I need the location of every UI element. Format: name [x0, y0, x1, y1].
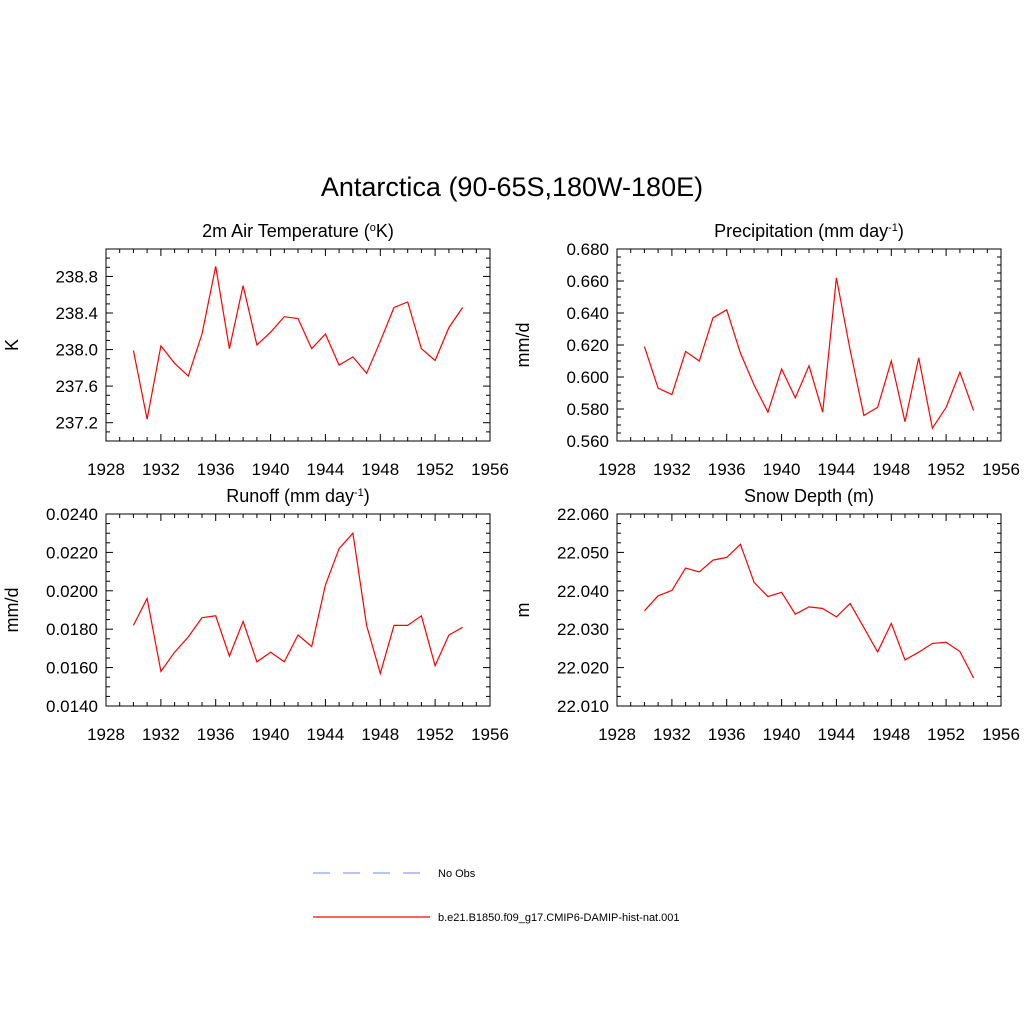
- y-tick-label: 238.8: [55, 267, 98, 286]
- y-tick-label: 22.040: [557, 582, 609, 601]
- y-axis-label: m: [513, 603, 533, 618]
- plot-frame: [105, 513, 491, 707]
- y-tick-label: 0.620: [566, 336, 609, 355]
- legend-label-1: No Obs: [438, 868, 476, 880]
- x-tick-label: 1940: [763, 725, 801, 744]
- plot-frame: [105, 248, 491, 442]
- y-tick-label: 238.0: [55, 341, 98, 360]
- series-line-1: [643, 277, 975, 430]
- legend-label-2: b.e21.B1850.f09_g17.CMIP6-DAMIP-hist-nat…: [438, 912, 680, 924]
- y-tick-label: 237.6: [55, 377, 98, 396]
- y-tick-label: 238.4: [55, 304, 98, 323]
- x-tick-label: 1948: [361, 725, 399, 744]
- x-tick-label: 1936: [197, 460, 235, 479]
- x-tick-label: 1944: [817, 725, 855, 744]
- y-tick-label: 0.0180: [46, 620, 98, 639]
- y-tick-label: 22.020: [557, 659, 609, 678]
- y-tick-label: 0.0240: [46, 505, 98, 524]
- panel-title-text: Snow Depth (m): [744, 486, 874, 506]
- x-tick-label: 1940: [252, 725, 290, 744]
- panel-title-text: ): [898, 221, 904, 241]
- x-tick-label: 1956: [982, 460, 1020, 479]
- panel-title-superscript: o: [370, 222, 376, 234]
- x-tick-label: 1948: [872, 725, 910, 744]
- y-tick-label: 0.0220: [46, 543, 98, 562]
- y-tick-label: 22.060: [557, 505, 609, 524]
- x-tick-label: 1928: [598, 725, 636, 744]
- x-tick-label: 1932: [142, 460, 180, 479]
- x-tick-label: 1952: [416, 460, 454, 479]
- x-tick-label: 1932: [653, 460, 691, 479]
- x-tick-label: 1956: [982, 725, 1020, 744]
- x-tick-label: 1956: [471, 725, 509, 744]
- x-tick-label: 1936: [197, 725, 235, 744]
- panel-title: Snow Depth (m): [744, 486, 874, 506]
- panel-title-superscript: -1: [888, 222, 898, 234]
- x-tick-label: 1952: [927, 460, 965, 479]
- y-axis-label: K: [2, 339, 22, 351]
- y-tick-label: 0.640: [566, 304, 609, 323]
- panel-title-superscript: -1: [354, 487, 364, 499]
- x-tick-label: 1928: [87, 460, 125, 479]
- x-tick-label: 1936: [708, 460, 746, 479]
- y-tick-label: 22.050: [557, 543, 609, 562]
- x-tick-label: 1928: [598, 460, 636, 479]
- x-tick-label: 1940: [252, 460, 290, 479]
- panel-title-text: 2m Air Temperature (: [202, 221, 370, 241]
- x-tick-label: 1948: [872, 460, 910, 479]
- y-tick-label: 0.660: [566, 272, 609, 291]
- y-tick-label: 0.0200: [46, 582, 98, 601]
- figure-title: Antarctica (90-65S,180W-180E): [321, 172, 703, 202]
- y-tick-label: 0.0160: [46, 659, 98, 678]
- chart-panel-1: 1928 1932 1936 1940 1944 1948 1952 1956 237.2 237…: [2, 221, 509, 479]
- y-tick-label: 0.0140: [46, 697, 98, 716]
- chart-panels: 1928 1932 1936 1940 1944 1948 1952 1956 237.2 237…: [2, 221, 1020, 744]
- y-tick-label: 0.560: [566, 432, 609, 451]
- x-tick-label: 1948: [361, 460, 399, 479]
- series-line-1: [132, 266, 464, 420]
- series-line-1: [643, 543, 975, 679]
- y-axis-label: mm/d: [2, 588, 22, 633]
- panel-title-text: Runoff (mm day: [226, 486, 354, 506]
- plot-frame: [616, 513, 1002, 707]
- y-tick-label: 22.030: [557, 620, 609, 639]
- x-tick-label: 1928: [87, 725, 125, 744]
- panel-title: 2m Air Temperature (oK): [202, 221, 394, 241]
- x-tick-label: 1940: [763, 460, 801, 479]
- y-tick-label: 0.580: [566, 400, 609, 419]
- y-tick-label: 22.010: [557, 697, 609, 716]
- y-tick-label: 237.2: [55, 414, 98, 433]
- x-tick-label: 1952: [927, 725, 965, 744]
- y-axis-label: mm/d: [513, 323, 533, 368]
- series-line-1: [132, 531, 463, 676]
- x-tick-label: 1944: [306, 725, 344, 744]
- panel-title-text: K): [376, 221, 394, 241]
- panel-title-text: Precipitation (mm day: [714, 221, 888, 241]
- x-tick-label: 1956: [471, 460, 509, 479]
- y-tick-label: 0.600: [566, 368, 609, 387]
- x-tick-label: 1932: [142, 725, 180, 744]
- chart-panel-4: 1928 1932 1936 1940 1944 1948 1952 1956 22.010 22…: [513, 486, 1020, 744]
- panel-title: Precipitation (mm day-1): [714, 221, 904, 241]
- x-tick-label: 1952: [416, 725, 454, 744]
- panel-title: Runoff (mm day-1): [226, 486, 370, 506]
- chart-panel-2: 1928 1932 1936 1940 1944 1948 1952 1956 0.560 0.5…: [513, 221, 1020, 479]
- x-tick-label: 1944: [817, 460, 855, 479]
- x-tick-label: 1944: [306, 460, 344, 479]
- x-tick-label: 1936: [708, 725, 746, 744]
- legend: No Obs b.e21.B1850.f09_g17.CMIP6-DAMIP-hi…: [313, 868, 680, 924]
- panel-title-text: ): [364, 486, 370, 506]
- chart-panel-3: 1928 1932 1936 1940 1944 1948 1952 1956 0.0140 0.…: [2, 486, 509, 744]
- x-tick-label: 1932: [653, 725, 691, 744]
- y-tick-label: 0.680: [566, 240, 609, 259]
